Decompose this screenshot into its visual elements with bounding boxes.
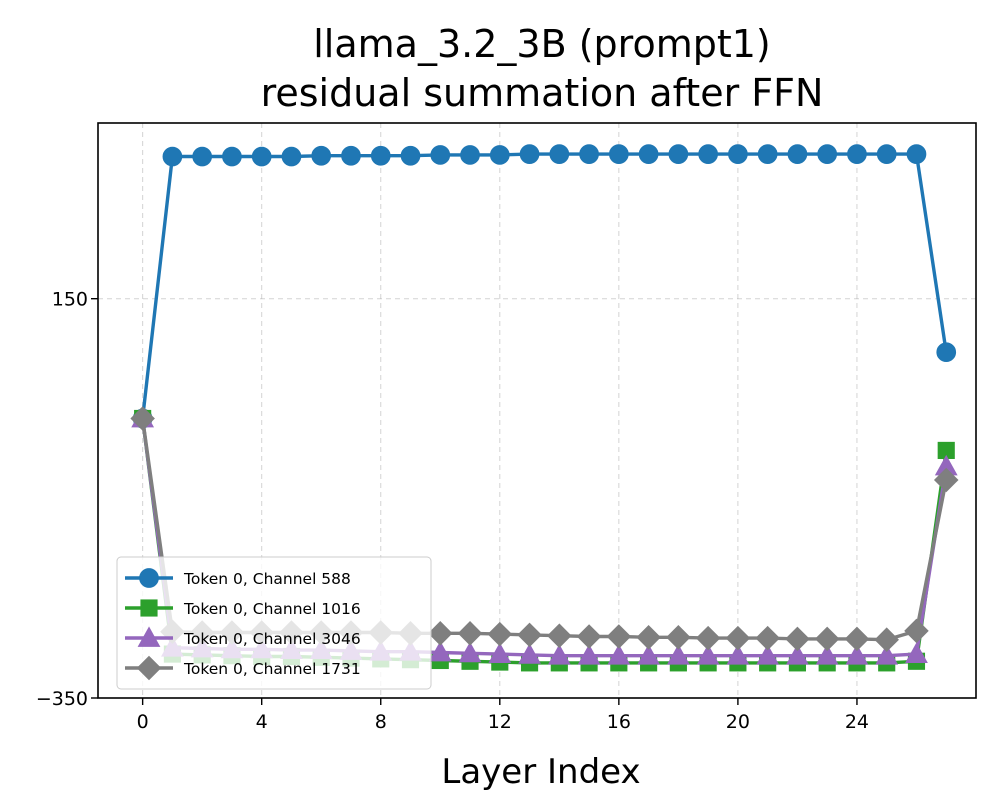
data-point [785, 626, 810, 652]
data-point [876, 144, 897, 164]
y-tick-label: 150 [52, 289, 88, 311]
chart-title-line-2: residual summation after FFN [261, 71, 824, 115]
series [132, 144, 957, 429]
data-point [725, 625, 751, 651]
legend-label: Token 0, Channel 1016 [183, 600, 361, 618]
data-point [875, 644, 899, 665]
data-point [637, 644, 660, 665]
data-point [222, 146, 242, 167]
data-point [547, 623, 572, 648]
data-point [487, 621, 513, 647]
legend-swatch-marker [140, 599, 158, 617]
data-point [698, 144, 718, 164]
data-point [606, 624, 632, 649]
data-point [488, 642, 512, 664]
data-point [726, 644, 750, 665]
data-point [815, 644, 839, 665]
x-tick-label: 4 [256, 711, 268, 733]
legend-item: Token 0, Channel 3046 [125, 626, 361, 648]
x-tick-label: 24 [845, 711, 869, 733]
data-point [192, 146, 213, 167]
legend-swatch-marker [137, 626, 161, 647]
data-point [489, 145, 510, 165]
data-point [428, 640, 452, 662]
legend-label: Token 0, Channel 3046 [183, 630, 361, 648]
data-point [666, 644, 690, 665]
data-point [547, 644, 571, 665]
data-point [576, 624, 602, 649]
data-point [341, 145, 361, 166]
data-point [936, 342, 957, 363]
data-point [370, 145, 391, 166]
data-point [757, 144, 778, 164]
legend-item: Token 0, Channel 1731 [125, 655, 361, 681]
data-point [251, 146, 272, 167]
data-point [281, 146, 302, 167]
data-point [577, 644, 601, 665]
data-point [428, 621, 453, 646]
x-tick-label: 20 [726, 711, 750, 733]
data-point [311, 145, 332, 166]
legend-swatch-marker [136, 655, 162, 681]
legend-label: Token 0, Channel 588 [183, 570, 351, 588]
y-tick-label: −350 [36, 688, 88, 710]
x-tick-label: 0 [137, 711, 149, 733]
data-point [638, 144, 659, 164]
series-line [140, 152, 948, 419]
data-point [460, 145, 480, 165]
data-point [756, 644, 780, 665]
data-point [845, 644, 869, 665]
data-point [668, 144, 689, 164]
data-point [695, 625, 721, 651]
legend-swatch-marker [139, 568, 159, 588]
data-point [458, 641, 482, 663]
data-point [847, 144, 867, 164]
axes: 0 4 8 12 16 20 24 150 −350 [36, 289, 869, 733]
data-point [579, 144, 599, 164]
data-point [517, 622, 542, 648]
legend-item: Token 0, Channel 1016 [125, 599, 361, 618]
x-axis-label: Layer Index [441, 752, 640, 792]
data-point [696, 644, 720, 665]
data-point [844, 626, 870, 652]
data-point [755, 625, 780, 651]
data-point [905, 642, 928, 664]
x-tick-label: 16 [607, 711, 631, 733]
data-point [904, 618, 929, 644]
data-point [400, 145, 421, 166]
data-point [666, 625, 691, 650]
data-point [636, 625, 661, 650]
x-tick-label: 12 [488, 711, 512, 733]
data-point [786, 644, 809, 665]
data-point [933, 467, 959, 493]
data-point [817, 144, 838, 164]
data-point [518, 643, 541, 664]
data-point [608, 144, 629, 164]
data-point [728, 144, 748, 164]
legend-box [116, 556, 432, 690]
data-point [549, 144, 570, 164]
data-point [430, 145, 451, 165]
data-point [457, 621, 483, 646]
data-point [130, 406, 155, 431]
data-point [906, 144, 927, 164]
data-point [787, 144, 808, 164]
chart-title-line-1: llama_3.2_3B (prompt1) [313, 22, 770, 66]
legend: Token 0, Channel 588 Token 0, Channel 101… [116, 556, 432, 690]
data-point [607, 644, 631, 665]
plot-frame [97, 122, 977, 699]
data-point [874, 627, 899, 652]
data-point [814, 626, 840, 652]
data-point [162, 146, 183, 167]
legend-label: Token 0, Channel 1731 [183, 660, 361, 678]
data-point [519, 144, 540, 164]
x-tick-label: 8 [375, 711, 387, 733]
legend-item: Token 0, Channel 588 [125, 568, 351, 588]
